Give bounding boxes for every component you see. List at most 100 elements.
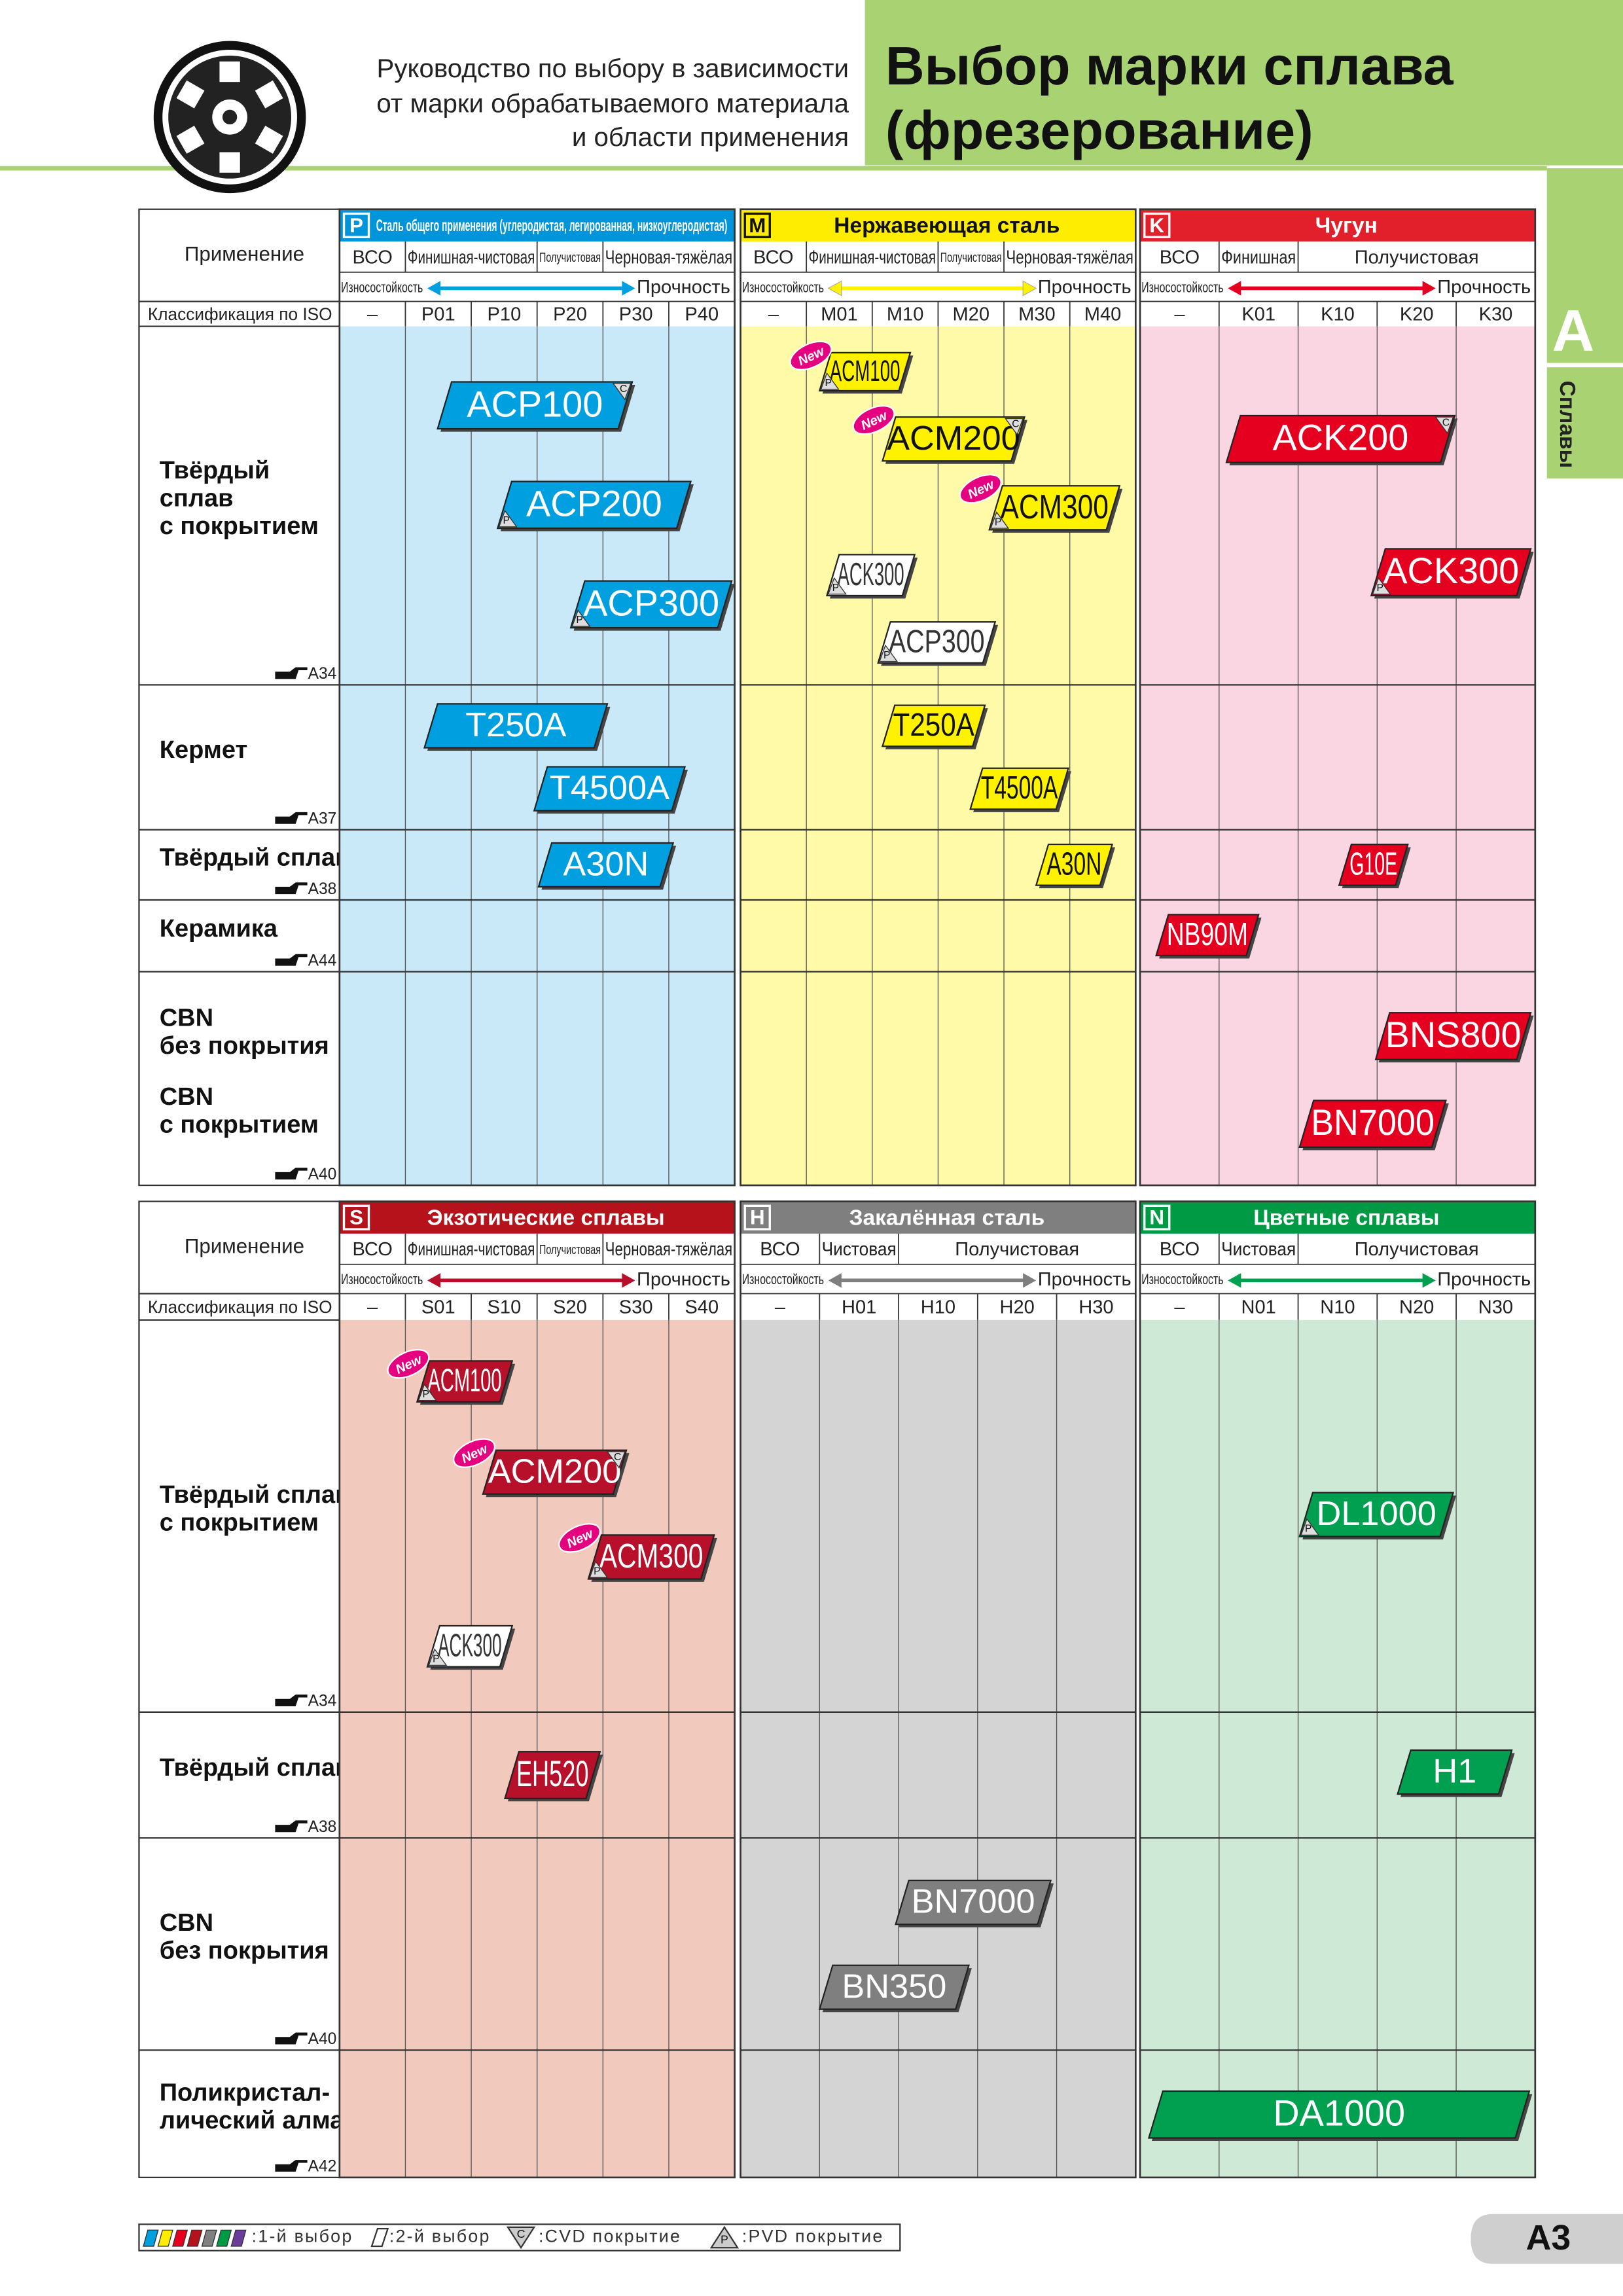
- grade-bar: [895, 1879, 1052, 1926]
- iso-code: M40: [1084, 304, 1122, 325]
- grade-name: A30N: [563, 845, 649, 883]
- group-name: Закалённая сталь: [849, 1206, 1044, 1230]
- coating-mark: [1300, 1518, 1320, 1536]
- page-number-tab: [1471, 2214, 1623, 2264]
- ref-hand-icon: [275, 667, 308, 679]
- group-title-bar: [740, 209, 1136, 242]
- iso-code: M20: [952, 304, 990, 325]
- legend-cvd-mark: C: [517, 2227, 526, 2240]
- group-title-bar: [1140, 1201, 1535, 1234]
- application-label: ВСО: [352, 247, 392, 268]
- application-label: Черновая-тяжёлая: [605, 1239, 733, 1260]
- grade-bar: [1035, 843, 1114, 886]
- group-frame: [740, 208, 1137, 1187]
- grade: NB90M: [1155, 914, 1262, 959]
- legend-swatch: [187, 2229, 203, 2247]
- grade-name: ACM300: [1000, 488, 1108, 526]
- grade-name: EH520: [516, 1753, 588, 1794]
- grade-name: NB90M: [1167, 917, 1248, 952]
- legend-swatch: [216, 2229, 232, 2247]
- grade: BN7000: [1298, 1100, 1449, 1151]
- grade-name: ACM200: [887, 420, 1020, 457]
- row-ref: A38: [308, 880, 337, 898]
- new-badge: [959, 474, 1002, 504]
- grade: G10E: [1338, 843, 1411, 889]
- row-label: Твёрдый сплав: [160, 1481, 351, 1509]
- ref-hand-icon: [275, 882, 308, 895]
- range-arrow-head: [1022, 280, 1037, 296]
- grade-name: BNS800: [1385, 1014, 1522, 1055]
- application-label: Черновая-тяжёлая: [1006, 247, 1133, 268]
- group-header-body: [1140, 241, 1535, 327]
- page-title: (фрезерование): [885, 100, 1313, 161]
- subtitle-line: от марки обрабатываемого материала: [376, 89, 849, 118]
- grade-bar: [877, 621, 997, 664]
- application-label: Финишная-чистовая: [408, 247, 535, 268]
- row-label: Твёрдый сплав: [160, 1754, 351, 1782]
- group-letter-box: [342, 1204, 370, 1230]
- grade-bar: [482, 1449, 628, 1495]
- grade: ACP100 C: [437, 381, 635, 432]
- grade: T4500A: [533, 766, 688, 814]
- application-label: Финишная-чистовая: [408, 1239, 535, 1260]
- legend-cvd-icon: [506, 2226, 536, 2250]
- iso-code: N30: [1478, 1297, 1513, 1318]
- grade-bar: [423, 703, 609, 749]
- grade-name: ACM300: [599, 1537, 704, 1575]
- application-label: Получистовая: [539, 251, 601, 265]
- coating-letter: P: [503, 515, 510, 526]
- grade-bar: [587, 1534, 715, 1580]
- group-letter-box: [743, 1204, 771, 1230]
- grade-name: A30N: [1046, 847, 1101, 882]
- application-label: Черновая-тяжёлая: [605, 247, 733, 268]
- grade-name: BN350: [842, 1967, 946, 2005]
- grade-bar: [1155, 914, 1260, 957]
- group-name: Чугун: [1315, 213, 1378, 238]
- range-arrow-head: [427, 1273, 441, 1288]
- group-frame: [338, 208, 736, 1187]
- coating-letter: P: [883, 650, 890, 661]
- side-tab: [1546, 168, 1623, 479]
- ref-hand-icon: [275, 1695, 308, 1706]
- grade-bar: [1225, 414, 1456, 463]
- row-ref: A40: [308, 2030, 337, 2048]
- coating-letter: P: [995, 516, 1001, 528]
- grade-bar: [881, 416, 1026, 462]
- range-arrow-head: [1422, 281, 1436, 296]
- grade-name: G10E: [1349, 847, 1397, 882]
- coating-letter: C: [1012, 419, 1019, 430]
- grade-name: DA1000: [1273, 2092, 1405, 2134]
- grade-bar: [1298, 1100, 1447, 1148]
- legend-swatch: [230, 2229, 247, 2247]
- row-ref: A34: [308, 1693, 337, 1710]
- row-label: Кермет: [160, 736, 247, 764]
- application-label: ВСО: [1160, 1239, 1200, 1260]
- application-header: Применение: [185, 1234, 304, 1257]
- group-header-body: [1140, 1233, 1535, 1320]
- range-arrow-head: [1228, 1273, 1241, 1288]
- iso-code: M10: [887, 304, 924, 325]
- grade-name: BN7000: [1311, 1102, 1435, 1143]
- group-header-body: [740, 1233, 1136, 1320]
- side-tab-divider: [1546, 363, 1623, 368]
- ref-hand-icon: [275, 2160, 308, 2172]
- legend-cvd: :CVD покрытие: [539, 2227, 681, 2246]
- row-label: лический алмаз: [160, 2107, 357, 2134]
- application-label: Финишная-чистовая: [809, 247, 936, 268]
- toughness-label: Прочность: [1437, 277, 1531, 298]
- grade-name: BN7000: [912, 1883, 1035, 1921]
- legend-first: :1-й выбор: [252, 2227, 353, 2246]
- range-arrow-head: [1228, 281, 1241, 296]
- wear-label: Износостойкость: [742, 1271, 824, 1287]
- iso-code: K10: [1321, 304, 1355, 325]
- iso-code: K20: [1400, 304, 1434, 325]
- iso-code: P20: [553, 304, 587, 325]
- grade: BNS800: [1374, 1012, 1534, 1063]
- row-label: с покрытием: [160, 512, 319, 540]
- coating-mark: [1372, 577, 1391, 595]
